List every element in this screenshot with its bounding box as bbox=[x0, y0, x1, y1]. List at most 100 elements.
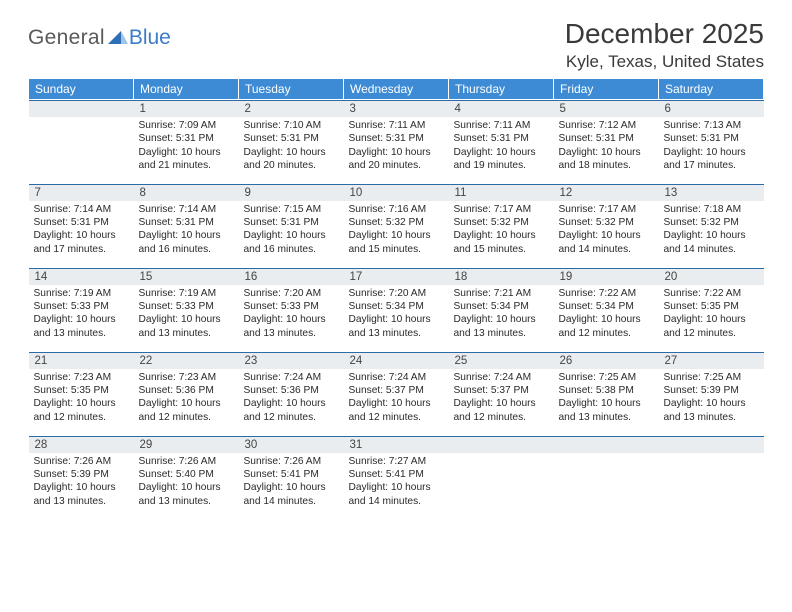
calendar-body: 1Sunrise: 7:09 AMSunset: 5:31 PMDaylight… bbox=[29, 100, 764, 520]
weekday-header: Friday bbox=[554, 79, 659, 100]
day-body: Sunrise: 7:21 AMSunset: 5:34 PMDaylight:… bbox=[449, 285, 554, 345]
day-number: 25 bbox=[449, 352, 554, 369]
calendar-cell: 27Sunrise: 7:25 AMSunset: 5:39 PMDayligh… bbox=[659, 352, 764, 436]
day-body bbox=[449, 453, 554, 459]
day-body: Sunrise: 7:23 AMSunset: 5:36 PMDaylight:… bbox=[134, 369, 239, 429]
day-number: 22 bbox=[134, 352, 239, 369]
page-header: General Blue December 2025 Kyle, Texas, … bbox=[28, 18, 764, 72]
day-number: 27 bbox=[659, 352, 764, 369]
calendar-cell: 21Sunrise: 7:23 AMSunset: 5:35 PMDayligh… bbox=[29, 352, 134, 436]
day-body: Sunrise: 7:22 AMSunset: 5:34 PMDaylight:… bbox=[554, 285, 659, 345]
calendar-cell: 2Sunrise: 7:10 AMSunset: 5:31 PMDaylight… bbox=[239, 100, 344, 184]
day-number: 10 bbox=[344, 184, 449, 201]
day-number: 17 bbox=[344, 268, 449, 285]
calendar-cell: 10Sunrise: 7:16 AMSunset: 5:32 PMDayligh… bbox=[344, 184, 449, 268]
month-title: December 2025 bbox=[565, 18, 764, 50]
day-body: Sunrise: 7:27 AMSunset: 5:41 PMDaylight:… bbox=[344, 453, 449, 513]
day-number bbox=[554, 436, 659, 453]
day-body: Sunrise: 7:20 AMSunset: 5:33 PMDaylight:… bbox=[239, 285, 344, 345]
day-number: 11 bbox=[449, 184, 554, 201]
weekday-header: Monday bbox=[134, 79, 239, 100]
calendar-row: 14Sunrise: 7:19 AMSunset: 5:33 PMDayligh… bbox=[29, 268, 764, 352]
day-number: 20 bbox=[659, 268, 764, 285]
day-body: Sunrise: 7:19 AMSunset: 5:33 PMDaylight:… bbox=[134, 285, 239, 345]
day-number: 2 bbox=[239, 100, 344, 117]
day-number: 9 bbox=[239, 184, 344, 201]
calendar-row: 21Sunrise: 7:23 AMSunset: 5:35 PMDayligh… bbox=[29, 352, 764, 436]
day-number: 1 bbox=[134, 100, 239, 117]
calendar-head: SundayMondayTuesdayWednesdayThursdayFrid… bbox=[29, 79, 764, 100]
day-number bbox=[29, 100, 134, 117]
calendar-cell bbox=[29, 100, 134, 184]
title-block: December 2025 Kyle, Texas, United States bbox=[565, 18, 764, 72]
calendar-cell: 6Sunrise: 7:13 AMSunset: 5:31 PMDaylight… bbox=[659, 100, 764, 184]
day-body: Sunrise: 7:18 AMSunset: 5:32 PMDaylight:… bbox=[659, 201, 764, 261]
day-number: 4 bbox=[449, 100, 554, 117]
calendar-cell: 22Sunrise: 7:23 AMSunset: 5:36 PMDayligh… bbox=[134, 352, 239, 436]
day-body: Sunrise: 7:10 AMSunset: 5:31 PMDaylight:… bbox=[239, 117, 344, 177]
day-number: 15 bbox=[134, 268, 239, 285]
day-body: Sunrise: 7:09 AMSunset: 5:31 PMDaylight:… bbox=[134, 117, 239, 177]
calendar-cell: 12Sunrise: 7:17 AMSunset: 5:32 PMDayligh… bbox=[554, 184, 659, 268]
day-number: 19 bbox=[554, 268, 659, 285]
day-body: Sunrise: 7:26 AMSunset: 5:39 PMDaylight:… bbox=[29, 453, 134, 513]
calendar-cell: 8Sunrise: 7:14 AMSunset: 5:31 PMDaylight… bbox=[134, 184, 239, 268]
day-body: Sunrise: 7:19 AMSunset: 5:33 PMDaylight:… bbox=[29, 285, 134, 345]
calendar-cell: 1Sunrise: 7:09 AMSunset: 5:31 PMDaylight… bbox=[134, 100, 239, 184]
weekday-header: Saturday bbox=[659, 79, 764, 100]
day-number: 30 bbox=[239, 436, 344, 453]
day-body: Sunrise: 7:12 AMSunset: 5:31 PMDaylight:… bbox=[554, 117, 659, 177]
day-body bbox=[29, 117, 134, 123]
calendar-cell bbox=[449, 436, 554, 520]
calendar-row: 1Sunrise: 7:09 AMSunset: 5:31 PMDaylight… bbox=[29, 100, 764, 184]
calendar-cell: 7Sunrise: 7:14 AMSunset: 5:31 PMDaylight… bbox=[29, 184, 134, 268]
calendar-cell: 20Sunrise: 7:22 AMSunset: 5:35 PMDayligh… bbox=[659, 268, 764, 352]
day-body: Sunrise: 7:17 AMSunset: 5:32 PMDaylight:… bbox=[449, 201, 554, 261]
day-body: Sunrise: 7:15 AMSunset: 5:31 PMDaylight:… bbox=[239, 201, 344, 261]
day-number: 29 bbox=[134, 436, 239, 453]
day-body: Sunrise: 7:11 AMSunset: 5:31 PMDaylight:… bbox=[344, 117, 449, 177]
day-body: Sunrise: 7:13 AMSunset: 5:31 PMDaylight:… bbox=[659, 117, 764, 177]
day-body: Sunrise: 7:24 AMSunset: 5:37 PMDaylight:… bbox=[344, 369, 449, 429]
calendar-cell: 29Sunrise: 7:26 AMSunset: 5:40 PMDayligh… bbox=[134, 436, 239, 520]
day-body: Sunrise: 7:23 AMSunset: 5:35 PMDaylight:… bbox=[29, 369, 134, 429]
calendar-cell: 30Sunrise: 7:26 AMSunset: 5:41 PMDayligh… bbox=[239, 436, 344, 520]
calendar-cell: 19Sunrise: 7:22 AMSunset: 5:34 PMDayligh… bbox=[554, 268, 659, 352]
calendar-cell: 13Sunrise: 7:18 AMSunset: 5:32 PMDayligh… bbox=[659, 184, 764, 268]
brand-logo: General Blue bbox=[28, 18, 171, 50]
brand-blue: Blue bbox=[129, 26, 171, 50]
calendar-cell: 3Sunrise: 7:11 AMSunset: 5:31 PMDaylight… bbox=[344, 100, 449, 184]
calendar-cell bbox=[554, 436, 659, 520]
calendar-cell: 18Sunrise: 7:21 AMSunset: 5:34 PMDayligh… bbox=[449, 268, 554, 352]
calendar-cell: 31Sunrise: 7:27 AMSunset: 5:41 PMDayligh… bbox=[344, 436, 449, 520]
calendar-cell: 28Sunrise: 7:26 AMSunset: 5:39 PMDayligh… bbox=[29, 436, 134, 520]
calendar-cell: 4Sunrise: 7:11 AMSunset: 5:31 PMDaylight… bbox=[449, 100, 554, 184]
calendar-cell: 11Sunrise: 7:17 AMSunset: 5:32 PMDayligh… bbox=[449, 184, 554, 268]
day-number: 26 bbox=[554, 352, 659, 369]
day-body bbox=[659, 453, 764, 459]
day-number: 23 bbox=[239, 352, 344, 369]
day-number: 12 bbox=[554, 184, 659, 201]
day-number: 5 bbox=[554, 100, 659, 117]
day-number: 7 bbox=[29, 184, 134, 201]
weekday-header: Tuesday bbox=[239, 79, 344, 100]
day-body bbox=[554, 453, 659, 459]
location-text: Kyle, Texas, United States bbox=[565, 52, 764, 72]
calendar-cell: 23Sunrise: 7:24 AMSunset: 5:36 PMDayligh… bbox=[239, 352, 344, 436]
weekday-header: Wednesday bbox=[344, 79, 449, 100]
day-number: 16 bbox=[239, 268, 344, 285]
calendar-cell: 24Sunrise: 7:24 AMSunset: 5:37 PMDayligh… bbox=[344, 352, 449, 436]
day-body: Sunrise: 7:22 AMSunset: 5:35 PMDaylight:… bbox=[659, 285, 764, 345]
day-number: 21 bbox=[29, 352, 134, 369]
day-number: 8 bbox=[134, 184, 239, 201]
day-body: Sunrise: 7:14 AMSunset: 5:31 PMDaylight:… bbox=[29, 201, 134, 261]
weekday-header: Sunday bbox=[29, 79, 134, 100]
calendar-cell: 26Sunrise: 7:25 AMSunset: 5:38 PMDayligh… bbox=[554, 352, 659, 436]
day-body: Sunrise: 7:26 AMSunset: 5:41 PMDaylight:… bbox=[239, 453, 344, 513]
day-body: Sunrise: 7:24 AMSunset: 5:37 PMDaylight:… bbox=[449, 369, 554, 429]
day-body: Sunrise: 7:11 AMSunset: 5:31 PMDaylight:… bbox=[449, 117, 554, 177]
day-body: Sunrise: 7:14 AMSunset: 5:31 PMDaylight:… bbox=[134, 201, 239, 261]
day-body: Sunrise: 7:17 AMSunset: 5:32 PMDaylight:… bbox=[554, 201, 659, 261]
calendar-cell: 15Sunrise: 7:19 AMSunset: 5:33 PMDayligh… bbox=[134, 268, 239, 352]
day-number: 28 bbox=[29, 436, 134, 453]
